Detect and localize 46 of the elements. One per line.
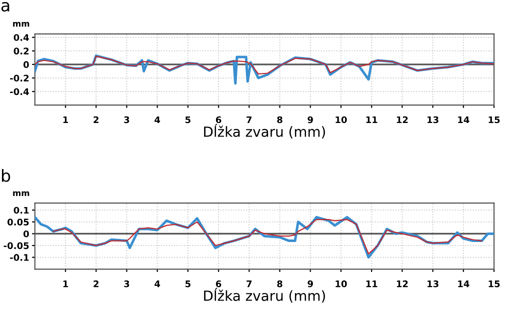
- x-tick-label: 1: [63, 116, 68, 124]
- x-tick-label: 7: [246, 280, 252, 288]
- x-tick-label: 11: [366, 116, 378, 124]
- x-tick-label: 2: [94, 280, 98, 288]
- x-tick-label: 3: [124, 280, 130, 288]
- x-tick-label: 13: [428, 116, 438, 124]
- chart-title: b: [2, 169, 10, 182]
- chart-title: a: [1, 2, 10, 12]
- y-tick-label: 0: [23, 230, 29, 238]
- x-tick-label: 2: [94, 116, 98, 124]
- x-tick-label: 15: [488, 116, 500, 124]
- x-tick-label: 4: [154, 116, 160, 124]
- x-tick-label: 10: [336, 280, 347, 288]
- y-tick-label: -0.1: [10, 254, 29, 261]
- y-tick-label: -0.2: [10, 74, 29, 82]
- x-tick-label: 9: [308, 280, 313, 288]
- x-tick-label: 12: [396, 280, 408, 288]
- y-tick-label: 0.4: [14, 34, 29, 41]
- y-tick-label: 0: [23, 61, 29, 68]
- x-tick-label: 8: [277, 116, 282, 124]
- y-axis-title: mm: [13, 22, 30, 27]
- x-tick-label: 14: [458, 280, 470, 288]
- x-tick-label: 5: [185, 280, 190, 288]
- x-tick-label: 10: [336, 116, 347, 124]
- x-tick-label: 6: [216, 116, 222, 124]
- x-tick-label: 12: [396, 116, 408, 124]
- x-tick-label: 14: [458, 116, 470, 124]
- x-tick-label: 13: [428, 280, 438, 288]
- x-tick-label: 5: [185, 116, 190, 124]
- x-tick-label: 1: [63, 280, 68, 288]
- x-tick-label: 9: [308, 116, 313, 124]
- y-axis-title: mm: [13, 191, 30, 196]
- x-axis-title: Dĺžka zvaru (mm): [204, 124, 325, 139]
- y-tick-label: 0.2: [14, 48, 29, 54]
- x-tick-label: 8: [277, 280, 282, 288]
- x-tick-label: 4: [154, 280, 160, 288]
- x-tick-label: 3: [124, 116, 130, 124]
- y-tick-label: -0.4: [10, 88, 29, 96]
- x-axis-title: Dĺžka zvaru (mm): [204, 288, 325, 303]
- y-tick-label: 0.1: [14, 206, 29, 214]
- x-tick-label: 11: [366, 280, 378, 288]
- y-tick-label: -0.05: [4, 242, 29, 250]
- x-tick-label: 15: [488, 280, 500, 288]
- x-tick-label: 6: [216, 280, 222, 288]
- x-tick-label: 7: [246, 116, 252, 124]
- y-tick-label: 0.05: [7, 218, 29, 226]
